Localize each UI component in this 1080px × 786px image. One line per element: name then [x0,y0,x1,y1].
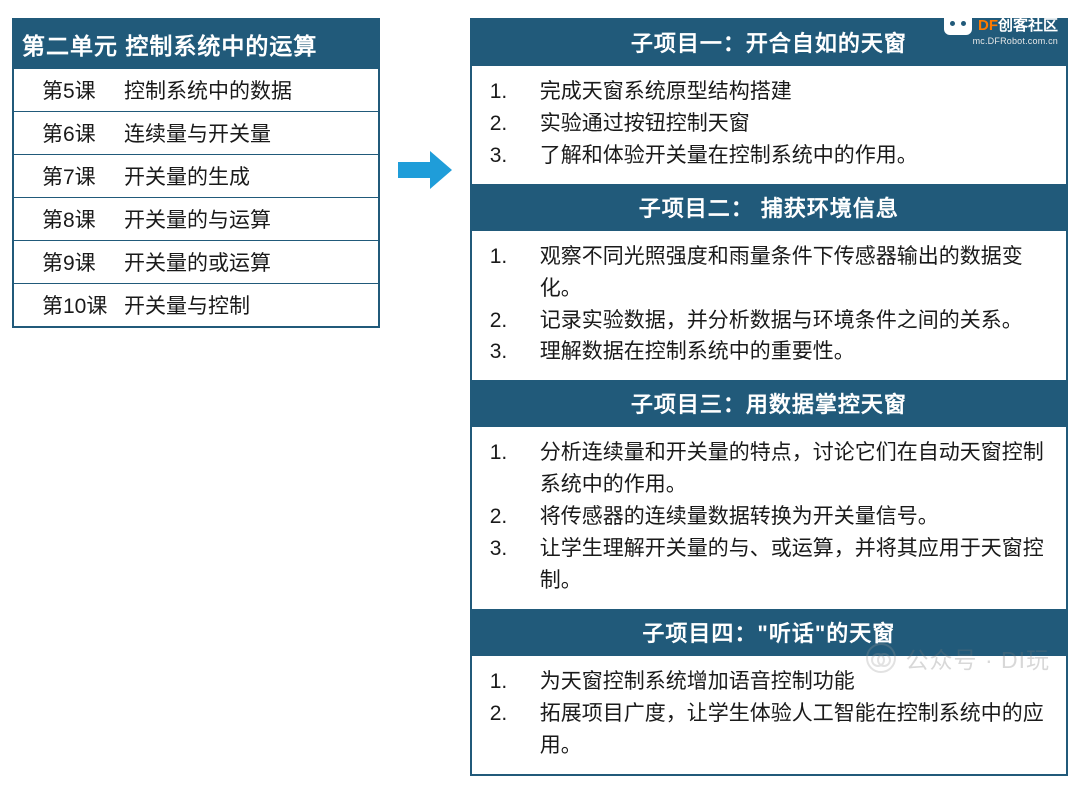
subproject-item-text: 分析连续量和开关量的特点，讨论它们在自动天窗控制系统中的作用。 [540,437,1048,501]
lesson-row: 第8课开关量的与运算 [14,197,378,240]
subproject-item-text: 将传感器的连续量数据转换为开关量信号。 [540,501,1048,533]
brand-top-row: DF创客社区 [944,14,1058,35]
lesson-number: 第6课 [14,112,124,154]
lesson-row: 第6课连续量与开关量 [14,111,378,154]
subproject-item-text: 实验通过按钮控制天窗 [540,108,1048,140]
subproject-item: 让学生理解开关量的与、或运算，并将其应用于天窗控制。 [490,533,1048,597]
subproject-title: 子项目二： 捕获环境信息 [472,184,1066,230]
lesson-number: 第8课 [14,198,124,240]
subproject-item-text: 让学生理解开关量的与、或运算，并将其应用于天窗控制。 [540,533,1048,597]
lesson-title: 开关量的或运算 [124,241,378,283]
brand-text: DF创客社区 [978,14,1058,35]
watermark-sep: · [985,647,994,673]
lesson-title: 连续量与开关量 [124,112,378,154]
watermark-label: 公众号 [906,647,978,673]
unit-table: 第二单元 控制系统中的运算 第5课控制系统中的数据第6课连续量与开关量第7课开关… [12,18,380,328]
lesson-title: 开关量与控制 [124,284,378,326]
watermark-text: 公众号 · DI玩 [906,641,1050,675]
subproject-list: 完成天窗系统原型结构搭建实验通过按钮控制天窗了解和体验开关量在控制系统中的作用。 [490,76,1048,172]
subproject-item-text: 了解和体验开关量在控制系统中的作用。 [540,140,1048,172]
lesson-title: 开关量的生成 [124,155,378,197]
subproject-title: 子项目三：用数据掌控天窗 [472,380,1066,426]
subproject-body: 分析连续量和开关量的特点，讨论它们在自动天窗控制系统中的作用。将传感器的连续量数… [472,426,1066,609]
lesson-number: 第9课 [14,241,124,283]
brand-logo: DF创客社区 mc.DFRobot.com.cn [944,14,1058,46]
subproject-item-text: 理解数据在控制系统中的重要性。 [540,336,1048,368]
subproject-item: 完成天窗系统原型结构搭建 [490,76,1048,108]
subproject-list: 观察不同光照强度和雨量条件下传感器输出的数据变化。记录实验数据，并分析数据与环境… [490,241,1048,369]
subproject-item: 了解和体验开关量在控制系统中的作用。 [490,140,1048,172]
lesson-row: 第7课开关量的生成 [14,154,378,197]
unit-title: 第二单元 控制系统中的运算 [14,20,378,69]
unit-rows: 第5课控制系统中的数据第6课连续量与开关量第7课开关量的生成第8课开关量的与运算… [14,69,378,326]
lesson-row: 第5课控制系统中的数据 [14,69,378,111]
subproject-item: 拓展项目广度，让学生体验人工智能在控制系统中的应用。 [490,698,1048,762]
brand-suffix: 创客社区 [998,17,1058,34]
robot-icon [944,15,972,35]
wechat-icon [866,643,896,673]
watermark: 公众号 · DI玩 [866,641,1050,675]
subproject-item-text: 完成天窗系统原型结构搭建 [540,76,1048,108]
subproject-list: 为天窗控制系统增加语音控制功能拓展项目广度，让学生体验人工智能在控制系统中的应用… [490,666,1048,762]
subproject-body: 完成天窗系统原型结构搭建实验通过按钮控制天窗了解和体验开关量在控制系统中的作用。 [472,65,1066,184]
subproject-item-text: 拓展项目广度，让学生体验人工智能在控制系统中的应用。 [540,698,1048,762]
subproject-item: 观察不同光照强度和雨量条件下传感器输出的数据变化。 [490,241,1048,305]
lesson-number: 第5课 [14,69,124,111]
subproject-item-text: 观察不同光照强度和雨量条件下传感器输出的数据变化。 [540,241,1048,305]
brand-url: mc.DFRobot.com.cn [944,36,1058,46]
lesson-number: 第7课 [14,155,124,197]
lesson-row: 第9课开关量的或运算 [14,240,378,283]
subproject-item: 分析连续量和开关量的特点，讨论它们在自动天窗控制系统中的作用。 [490,437,1048,501]
subproject-item-text: 记录实验数据，并分析数据与环境条件之间的关系。 [540,305,1048,337]
arrow-right-icon [398,149,452,191]
lesson-title: 开关量的与运算 [124,198,378,240]
arrow-container [398,10,452,290]
subproject-item: 记录实验数据，并分析数据与环境条件之间的关系。 [490,305,1048,337]
lesson-number: 第10课 [14,284,124,326]
subproject-item: 实验通过按钮控制天窗 [490,108,1048,140]
subproject-list: 分析连续量和开关量的特点，讨论它们在自动天窗控制系统中的作用。将传感器的连续量数… [490,437,1048,597]
subproject-body: 观察不同光照强度和雨量条件下传感器输出的数据变化。记录实验数据，并分析数据与环境… [472,230,1066,381]
lesson-title: 控制系统中的数据 [124,69,378,111]
brand-prefix: DF [978,17,998,34]
subproject-item: 将传感器的连续量数据转换为开关量信号。 [490,501,1048,533]
watermark-name: DI玩 [1001,647,1050,673]
subproject-item: 理解数据在控制系统中的重要性。 [490,336,1048,368]
lesson-row: 第10课开关量与控制 [14,283,378,326]
